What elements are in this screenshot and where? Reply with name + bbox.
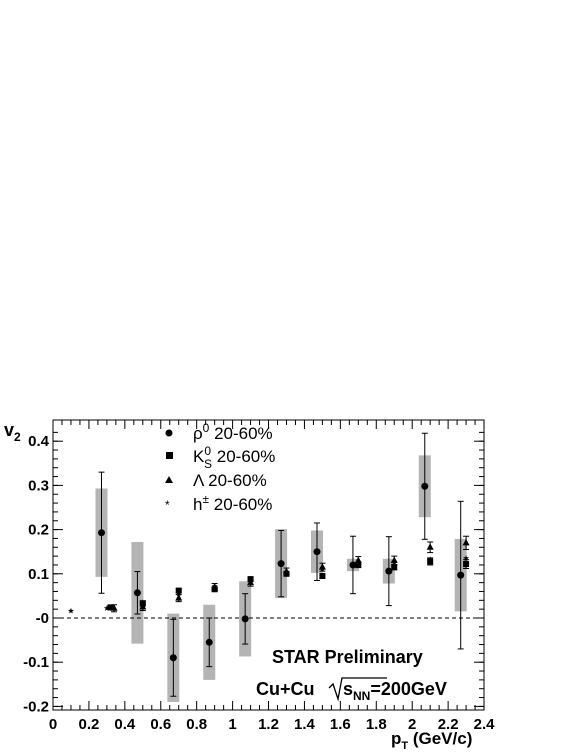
hadron-point	[211, 582, 218, 589]
legend-item-hadron: * h± 20-60%	[165, 492, 272, 514]
x-tick-label: 2.4	[474, 716, 496, 733]
energy-value: =200GeV	[370, 679, 447, 699]
x-tick-label: 0	[49, 716, 57, 733]
plot-frame	[52, 419, 485, 711]
x-tick-label: 1.6	[330, 716, 351, 733]
x-axis-label-unit: (GeV/c)	[408, 729, 472, 748]
legend: ρ0 20-60% K0 S 20-60% Λ 20-60% * h± 20-60…	[165, 421, 275, 514]
sqrt-symbol	[328, 677, 387, 702]
hadron-point	[175, 590, 182, 597]
legend-h-sym: h	[193, 495, 202, 514]
legend-h-rest: 20-60%	[209, 495, 272, 514]
lambda-point	[354, 556, 362, 564]
energy-text: sNN=200GeV	[343, 679, 447, 703]
y-axis-label-main: v	[4, 420, 14, 440]
hadron-point	[283, 570, 290, 577]
y-tick-label: 0.1	[28, 566, 49, 583]
x-axis-label: pT (GeV/c)	[391, 729, 472, 752]
hadron-point	[67, 607, 74, 614]
legend-star-marker: *	[165, 498, 170, 512]
hadron-point	[355, 561, 362, 568]
hadron-point	[427, 556, 434, 563]
legend-k-sym: K	[193, 447, 205, 466]
lambda-point	[247, 578, 255, 586]
y-tick-label: -0	[36, 610, 49, 627]
legend-k-sup: 0	[204, 444, 211, 458]
x-tick-label: 0.8	[186, 716, 207, 733]
x-tick-label: 1	[228, 716, 236, 733]
axis-ticks: 0 0.2 0.4 0.6 0.8 1 1.2 1.4 1.6 1.8 2 2.2 2.4 -0.2 -0.…	[23, 420, 495, 733]
y-axis-label: v2	[4, 420, 21, 444]
legend-label-hadron: h± 20-60%	[193, 492, 272, 514]
k0s-point	[107, 604, 114, 611]
legend-item-lambda: Λ 20-60%	[165, 471, 267, 490]
x-tick-label: 2	[408, 716, 416, 733]
hadron-point	[103, 605, 110, 611]
y-tick-label: 0.4	[28, 433, 50, 450]
legend-square-marker	[166, 452, 173, 459]
rho-point	[169, 654, 177, 662]
legend-k-rest: 20-60%	[212, 447, 275, 466]
x-tick-label: 1.8	[366, 716, 387, 733]
hadron-point	[319, 566, 326, 572]
legend-h-sup: ±	[202, 492, 209, 506]
k0s-point	[319, 573, 326, 580]
hadron-point	[139, 599, 146, 606]
y-tick-label: 0.3	[28, 477, 49, 494]
lambda-point	[175, 594, 183, 601]
system-text: Cu+Cu	[256, 679, 315, 699]
rho-point	[385, 567, 393, 575]
lambda-point	[426, 543, 434, 550]
legend-item-k0s: K0 S 20-60%	[166, 444, 275, 471]
legend-rho-sup: 0	[203, 421, 210, 435]
lambda-point	[139, 602, 147, 610]
lambda-point	[462, 538, 470, 546]
y-tick-label: -0.2	[23, 698, 49, 715]
rho-point	[421, 482, 429, 490]
legend-label-k0s: K0 S 20-60%	[193, 444, 275, 471]
legend-circle-marker	[165, 429, 173, 437]
legend-label-rho: ρ0 20-60%	[193, 421, 273, 443]
y-tick-label: -0.1	[23, 654, 49, 671]
rho-point	[241, 615, 249, 623]
y-tick-label: 0.2	[28, 522, 49, 539]
lambda-point	[110, 604, 118, 611]
rho-point	[205, 638, 213, 646]
k0s-point	[427, 558, 434, 565]
rho-point	[277, 560, 285, 568]
hadron-point	[247, 575, 254, 582]
rho-point	[349, 561, 357, 569]
y-axis-label-sub: 2	[14, 430, 21, 444]
star-preliminary-label: STAR Preliminary	[272, 647, 423, 667]
rho-point	[313, 548, 321, 556]
legend-rho-sym: ρ	[193, 424, 203, 443]
x-tick-label: 2.2	[438, 716, 459, 733]
rho-point	[97, 529, 105, 537]
legend-triangle-marker	[165, 476, 173, 483]
data-markers	[67, 482, 470, 662]
energy-sub: NN	[353, 689, 370, 703]
legend-k-sub: S	[204, 457, 212, 471]
x-axis-label-main: p	[391, 729, 401, 748]
hadron-point	[391, 558, 398, 565]
energy-s: s	[343, 679, 353, 699]
x-tick-label: 1.2	[258, 716, 279, 733]
legend-rho-rest: 20-60%	[209, 424, 272, 443]
x-tick-label: 0.6	[150, 716, 171, 733]
collision-system-label: Cu+Cu sNN=200GeV	[256, 677, 447, 703]
legend-label-lambda: Λ 20-60%	[193, 471, 267, 490]
legend-item-rho: ρ0 20-60%	[165, 421, 273, 443]
rho-point	[457, 571, 465, 579]
x-tick-label: 0.2	[78, 716, 99, 733]
x-axis-label-sub: T	[401, 740, 408, 752]
x-tick-label: 0.4	[114, 716, 136, 733]
k0s-point	[391, 564, 398, 571]
k0s-point	[463, 561, 470, 568]
hadron-point	[463, 555, 470, 561]
rho-point	[133, 589, 141, 597]
x-tick-label: 1.4	[294, 716, 316, 733]
